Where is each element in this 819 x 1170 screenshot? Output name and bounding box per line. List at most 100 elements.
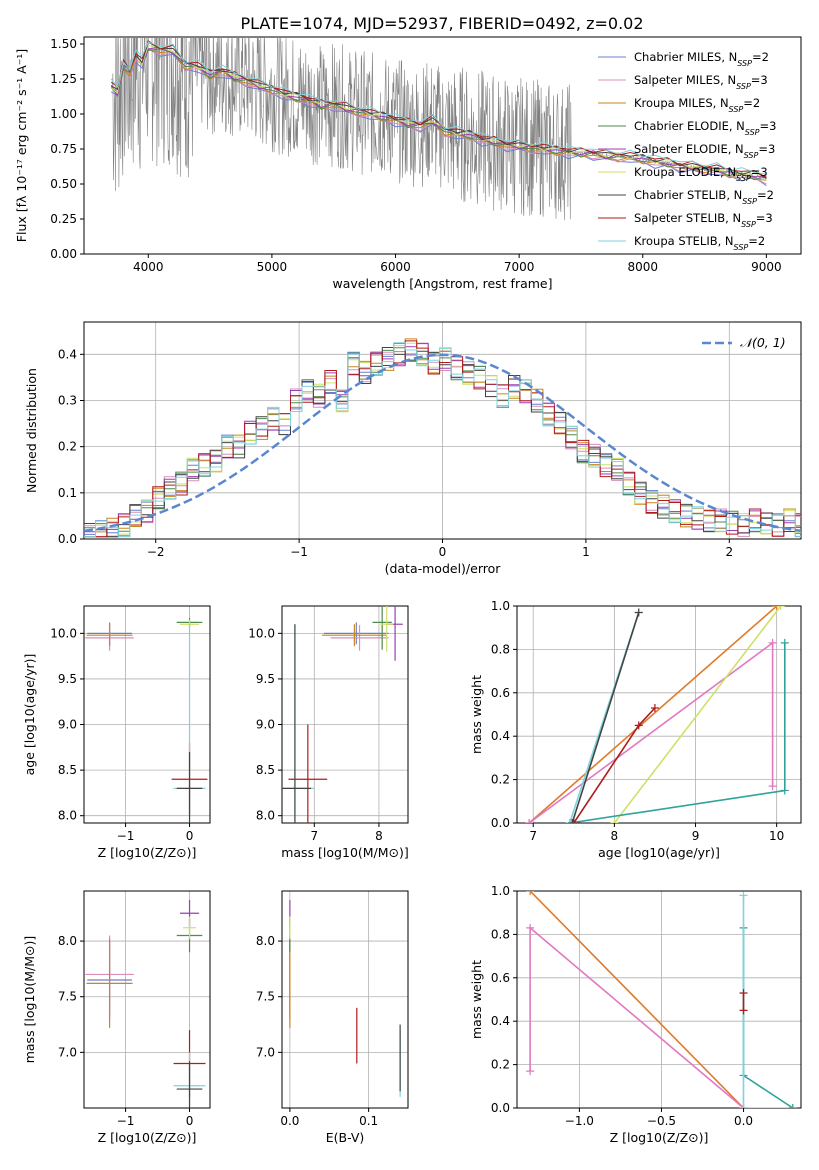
weight-marker [526,891,535,895]
legend-entry: Kroupa STELIB, NSSP=2 [634,234,765,252]
x-tick-label: 7 [310,829,318,843]
plot-area [85,617,208,823]
x-tick-label: 0.0 [280,1114,299,1128]
age-vs-metallicity-panel: −1 0 8.0 8.5 9.0 9.5 10.0 Z [log10(Z/Z⊙)] age [l… [22,605,211,860]
weight-marker [525,819,534,823]
y-tick-label: 0.3 [58,393,77,407]
weight-marker [739,891,748,900]
plot-area [525,606,789,823]
mass-weight-vs-age-panel: 7 8 9 10 0.0 0.2 0.4 0.6 0.8 1.0 age [log10(age/yr… [469,599,802,860]
y-tick-label: 8.0 [58,934,77,948]
x-axis-label: Z [log10(Z/Z⊙)] [610,1130,709,1145]
weight-marker [768,782,777,791]
plot-frame [281,890,409,1109]
x-tick-label: −2 [147,545,165,559]
legend-entry: Salpeter MILES, NSSP=3 [634,73,768,91]
legend-entry: Chabrier ELODIE, NSSP=3 [634,119,776,137]
y-tick-label: 0.4 [58,347,77,361]
legend-suffix: =2 [752,50,769,64]
x-tick-label: 8 [375,829,383,843]
y-axis-label: mass weight [469,960,484,1039]
plot-area [110,37,767,221]
y-tick-label: 1.25 [50,72,77,86]
y-tick-label: 0.00 [50,247,77,261]
y-tick-label: 0.2 [58,440,77,454]
y-tick-label: 8.5 [256,763,275,777]
y-axis-label: Flux [fλ 10⁻¹⁷ erg cm⁻² s⁻¹ A⁻¹] [14,49,29,242]
y-tick-label: 1.50 [50,37,77,51]
weight-marker [739,988,748,997]
weight-marker [526,923,535,932]
mass-vs-metallicity-panel: −1 0 7.0 7.5 8.0 Z [log10(Z/Z⊙)] mass [log10(M… [22,890,211,1145]
x-tick-label: 8 [611,829,619,843]
legend-entry: Kroupa ELODIE, NSSP=3 [634,165,768,183]
legend-subscript: SSP [741,220,756,229]
legend-entry: Chabrier MILES, NSSP=2 [634,50,769,68]
y-tick-label: 7.0 [256,1045,275,1059]
y-tick-label: 1.0 [491,599,510,613]
plot-area [526,891,797,1108]
legend-entry: Salpeter STELIB, NSSP=3 [634,211,773,229]
x-tick-label: 5000 [257,260,288,274]
y-tick-label: 0.4 [491,1014,510,1028]
y-tick-label: 7.5 [256,990,275,1004]
legend-suffix: =2 [757,188,774,202]
y-tick-label: 8.0 [256,809,275,823]
x-tick-label: 9000 [751,260,782,274]
y-tick-label: 0.2 [491,773,510,787]
y-tick-label: 0.2 [491,1058,510,1072]
weight-marker [634,721,643,730]
legend-subscript: SSP [736,174,751,183]
normal-curve [84,353,801,533]
legend-subscript: SSP [736,82,751,91]
plot-area [289,899,401,1097]
weight-line [529,891,745,1108]
spectrum-panel: 4000 5000 6000 7000 8000 9000 0.00 0.25 0.50 0.75… [14,36,802,291]
x-tick-label: −0.5 [647,1114,676,1128]
y-tick-label: 0.25 [50,212,77,226]
x-axis-label: (data-model)/error [385,561,502,576]
x-tick-label: 7000 [504,260,535,274]
y-tick-label: 9.0 [58,718,77,732]
y-tick-label: 9.0 [256,718,275,732]
weight-marker [610,819,619,823]
y-tick-label: 1.00 [50,107,77,121]
legend-suffix: =3 [751,73,768,87]
legend-suffix: =3 [758,142,775,156]
model-line [110,40,767,178]
x-tick-label: −1 [290,545,308,559]
y-axis-label: mass [log10(M/M⊙)] [22,936,37,1064]
y-tick-label: 0.50 [50,177,77,191]
y-tick-label: 0.75 [50,142,77,156]
y-tick-label: 1.0 [491,884,510,898]
y-tick-label: 8.0 [256,934,275,948]
plot-frame [83,321,802,540]
plot-frame [83,890,211,1109]
legend-subscript: SSP [744,151,759,160]
weight-marker [650,703,659,712]
model-line [110,41,767,175]
legend-subscript: SSP [729,105,744,114]
plot-frame [83,605,211,824]
y-tick-label: 10.0 [50,626,77,640]
legend-suffix: =2 [748,234,765,248]
x-tick-label: −1 [117,1114,135,1128]
x-axis-label: wavelength [Angstrom, rest frame] [332,276,552,291]
x-tick-label: 8000 [627,260,658,274]
x-axis-label: mass [log10(M/M⊙)] [281,845,409,860]
weight-marker [565,819,574,823]
model-line [110,48,767,181]
x-tick-label: −1.0 [565,1114,594,1128]
plot-area [282,606,403,823]
y-axis-label: age [log10(age/yr)] [22,654,37,776]
weight-marker [634,608,643,617]
weight-marker [739,1104,748,1108]
x-tick-label: 0.1 [359,1114,378,1128]
weight-marker [788,1104,797,1108]
legend-suffix: =3 [756,211,773,225]
weight-marker [768,638,777,647]
y-tick-label: 0.6 [491,686,510,700]
x-axis-label: age [log10(age/yr)] [598,845,720,860]
legend-suffix: =3 [760,119,777,133]
